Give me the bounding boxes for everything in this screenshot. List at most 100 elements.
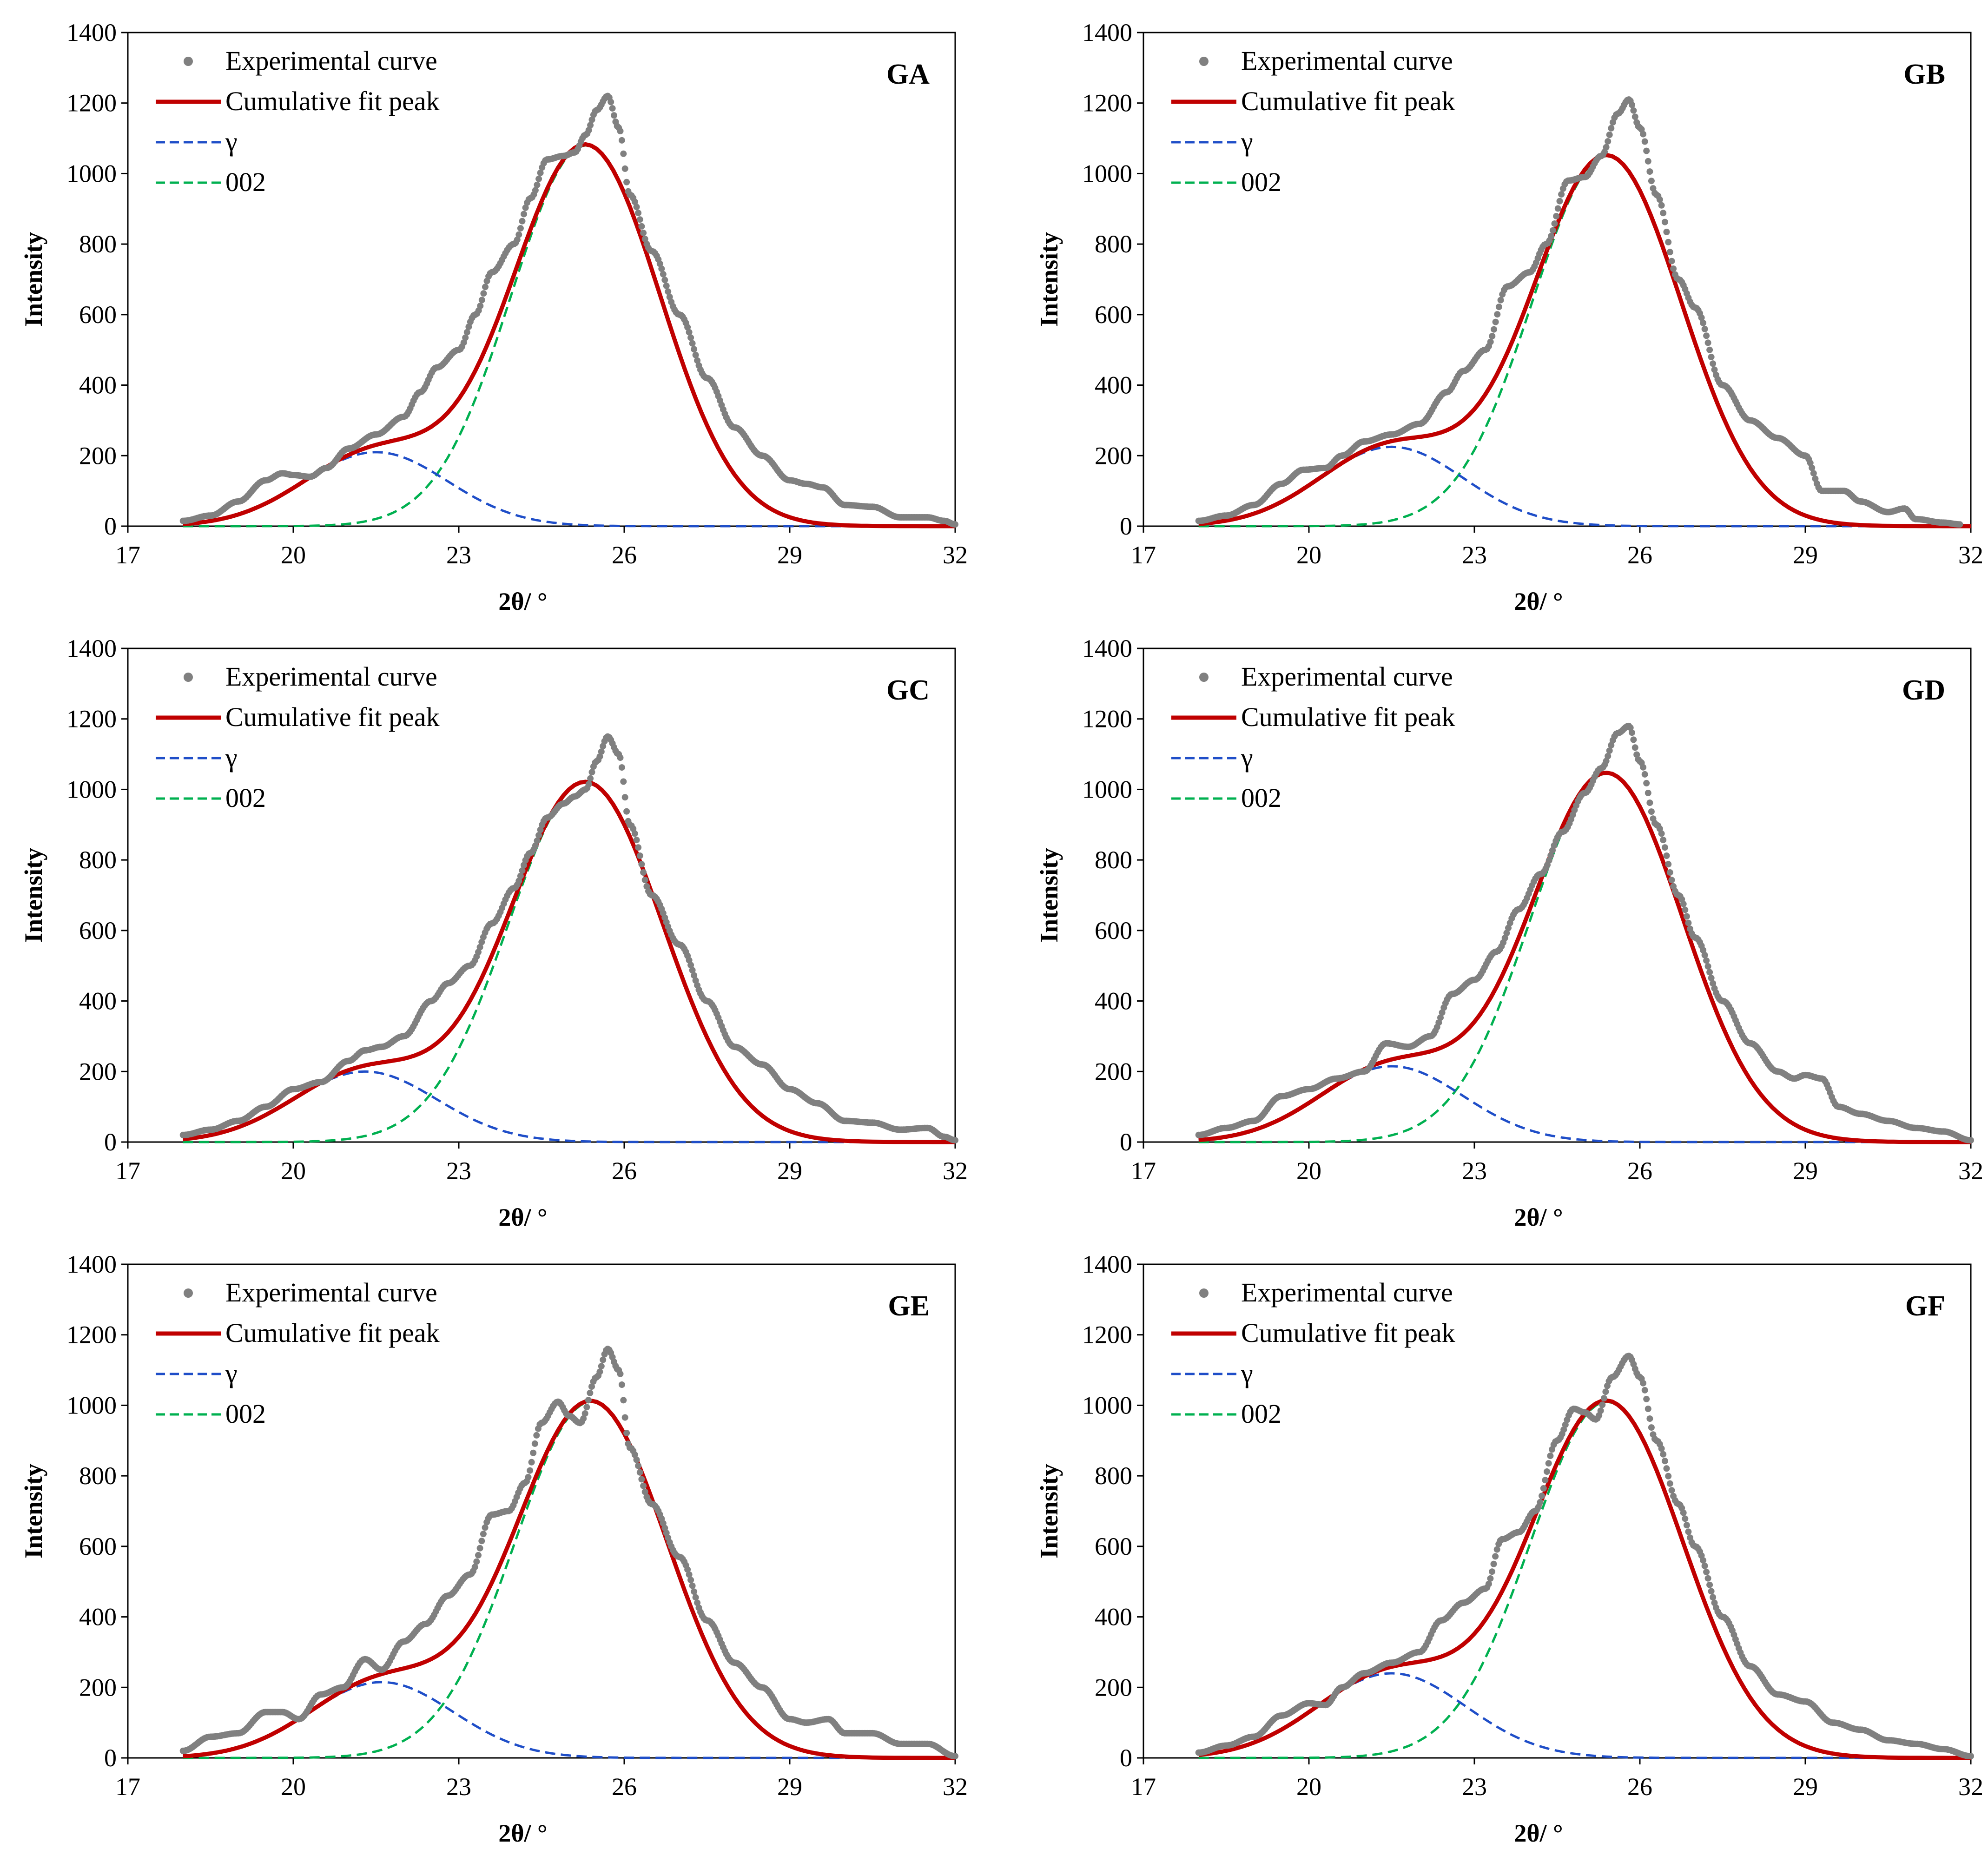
experimental-point [1660, 1451, 1667, 1458]
y-tick-label: 600 [79, 1532, 117, 1560]
legend-marker-experimental [184, 673, 193, 682]
experimental-point [1551, 220, 1558, 227]
experimental-point [1706, 969, 1713, 976]
experimental-point [534, 837, 541, 844]
experimental-point [1663, 1465, 1670, 1472]
experimental-point [691, 1588, 698, 1595]
experimental-point [475, 1552, 482, 1559]
experimental-point [476, 1545, 483, 1552]
experimental-point [1597, 1407, 1604, 1414]
x-tick-label: 29 [1793, 1773, 1818, 1801]
x-tick-label: 20 [281, 541, 306, 569]
experimental-points [1195, 96, 1963, 528]
experimental-point [1549, 227, 1556, 234]
legend-label-gamma: γ [1241, 742, 1253, 773]
experimental-point [666, 294, 673, 300]
experimental-point [532, 842, 539, 849]
experimental-point [1700, 947, 1707, 954]
experimental-point [1494, 311, 1501, 318]
legend-label-cumulative: Cumulative fit peak [225, 86, 440, 116]
experimental-point [1503, 930, 1510, 937]
experimental-point [638, 861, 645, 868]
y-tick-label: 200 [79, 1057, 117, 1085]
experimental-point [1703, 332, 1710, 339]
x-tick-label: 20 [1296, 1773, 1321, 1801]
y-axis-title: Intensity [20, 1464, 47, 1559]
experimental-point [471, 1564, 478, 1571]
y-tick-label: 1200 [1082, 1321, 1132, 1349]
y-tick-label: 1000 [66, 159, 117, 187]
experimental-point [1439, 1009, 1446, 1016]
experimental-point [633, 1456, 640, 1463]
y-tick-label: 600 [1095, 1532, 1132, 1560]
y-tick-label: 1000 [1082, 159, 1132, 187]
plot-frame [127, 1263, 956, 1759]
experimental-point [588, 116, 595, 123]
panel-title: GA [886, 59, 930, 90]
x-tick-label: 29 [777, 541, 802, 569]
x-tick-label: 23 [446, 541, 471, 569]
experimental-point [1956, 521, 1963, 528]
experimental-point [1603, 144, 1610, 151]
series-line-cumulative [1198, 153, 1971, 528]
x-tick-label: 26 [612, 1773, 637, 1801]
experimental-point [1560, 1426, 1567, 1433]
experimental-point [585, 127, 592, 133]
experimental-point [640, 869, 647, 876]
legend-label-p002: 002 [225, 1399, 266, 1429]
experimental-point [1646, 168, 1653, 175]
experimental-point [640, 230, 647, 237]
y-tick-label: 0 [104, 512, 117, 540]
experimental-point [596, 753, 603, 760]
y-tick-label: 400 [79, 1603, 117, 1631]
chart-panel-gc: 0 200 400 600 800 1000 1200 1400 17 20 23 26 29 32 2θ/… [20, 634, 968, 1231]
experimental-point [1703, 957, 1710, 964]
x-tick-label: 32 [1958, 1773, 1983, 1801]
experimental-point [1682, 1515, 1689, 1522]
x-axis-title: 2θ/ ° [498, 1819, 547, 1847]
legend-label-cumulative: Cumulative fit peak [225, 1318, 440, 1348]
y-tick-label: 1400 [1082, 1250, 1132, 1278]
x-tick-label: 26 [1627, 541, 1652, 569]
y-tick-label: 1400 [66, 1250, 117, 1278]
y-tick-label: 1200 [1082, 89, 1132, 117]
experimental-point [1807, 459, 1814, 466]
experimental-point [635, 844, 642, 851]
experimental-point [620, 1397, 627, 1404]
y-tick-label: 1200 [66, 705, 117, 733]
experimental-point [583, 1404, 590, 1411]
x-tick-label: 29 [777, 1773, 802, 1801]
experimental-point [1680, 1509, 1687, 1516]
experimental-point [517, 872, 524, 879]
y-tick-label: 1400 [1082, 634, 1132, 662]
y-tick-label: 400 [1095, 1603, 1132, 1631]
experimental-point [1495, 304, 1502, 310]
series-line-gamma [183, 451, 955, 528]
y-tick-label: 800 [1095, 230, 1132, 258]
experimental-point [1629, 729, 1635, 736]
experimental-point [1665, 1473, 1672, 1479]
y-tick-label: 600 [79, 301, 117, 329]
experimental-point [1605, 753, 1612, 759]
experimental-point [1648, 178, 1655, 185]
experimental-point [1701, 1562, 1708, 1569]
legend: Experimental curve Cumulative fit peak γ 00… [1171, 46, 1455, 197]
experimental-point [535, 175, 542, 182]
legend-label-cumulative: Cumulative fit peak [225, 702, 440, 732]
experimental-point [694, 357, 701, 364]
experimental-point [686, 329, 693, 336]
y-tick-label: 1400 [1082, 19, 1132, 46]
experimental-point [687, 962, 694, 969]
experimental-point [1711, 366, 1718, 373]
series-line-002 [183, 144, 955, 528]
series-line-cumulative [1198, 770, 1971, 1144]
y-tick-label: 1000 [1082, 775, 1132, 803]
experimental-point [641, 877, 648, 884]
experimental-point [621, 794, 628, 801]
experimental-point [1505, 925, 1512, 931]
experimental-point [580, 1415, 587, 1422]
experimental-point [1545, 1460, 1552, 1467]
experimental-point [686, 1571, 693, 1578]
experimental-point [692, 1594, 699, 1601]
experimental-point [1631, 113, 1638, 120]
